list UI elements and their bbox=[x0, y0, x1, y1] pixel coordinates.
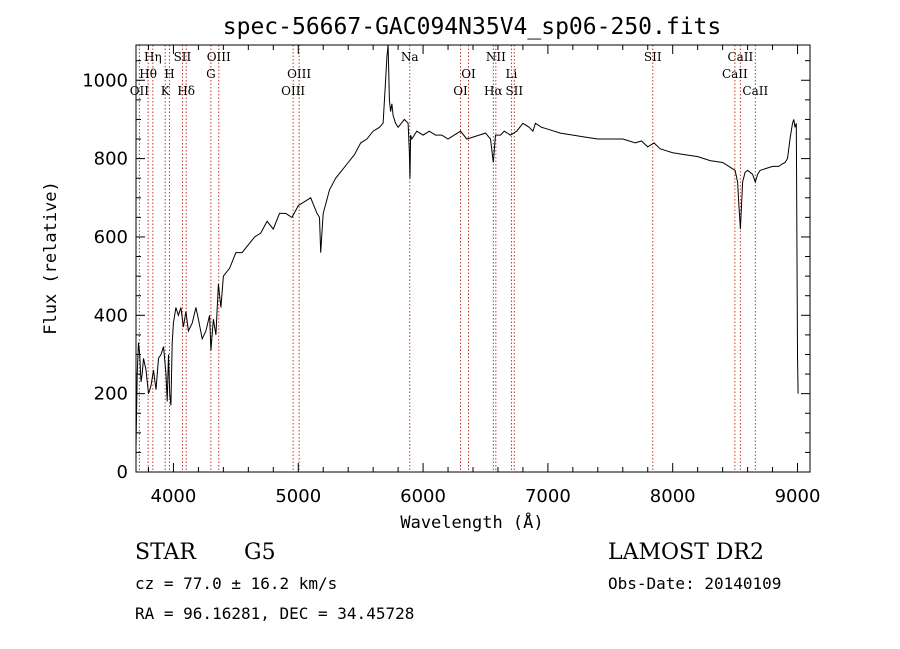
x-tick-label: 7000 bbox=[525, 486, 571, 507]
line-marker-label: OIII bbox=[287, 67, 311, 81]
redshift-velocity: cz = 77.0 ± 16.2 km/s bbox=[135, 574, 338, 593]
x-tick-label: 6000 bbox=[400, 486, 446, 507]
x-tick-label: 5000 bbox=[275, 486, 321, 507]
line-marker-label: Na bbox=[401, 50, 419, 64]
line-marker-label: H bbox=[164, 67, 174, 81]
line-marker-label: OI bbox=[461, 67, 476, 81]
line-marker-label: Li bbox=[506, 67, 518, 81]
coordinates: RA = 96.16281, DEC = 34.45728 bbox=[135, 604, 415, 623]
line-marker-label: CaII bbox=[722, 67, 748, 81]
y-tick-label: 0 bbox=[117, 462, 128, 483]
object-subclass: G5 bbox=[244, 540, 276, 565]
y-tick-label: 800 bbox=[94, 149, 128, 170]
line-marker-label: Hη bbox=[144, 50, 162, 64]
observation-date: Obs-Date: 20140109 bbox=[608, 574, 782, 593]
x-tick-label: 9000 bbox=[775, 486, 821, 507]
line-marker-label: Hα bbox=[484, 84, 503, 98]
line-marker-label: Hδ bbox=[177, 84, 195, 98]
line-marker-label: SII bbox=[505, 84, 523, 98]
line-marker-label: CaII bbox=[727, 50, 753, 64]
line-marker-label: OIII bbox=[281, 84, 305, 98]
line-marker-label: OI bbox=[453, 84, 468, 98]
line-marker-label: NII bbox=[486, 50, 506, 64]
spectrum-line bbox=[135, 44, 799, 449]
axis-ticks: 4000 5000 6000 7000 8000 9000 0 200 400 600 800 100… bbox=[82, 45, 820, 507]
line-marker-label: CaII bbox=[742, 84, 768, 98]
object-class: STAR bbox=[135, 540, 196, 565]
x-tick-label: 8000 bbox=[650, 486, 696, 507]
x-axis-label: Wavelength (Å) bbox=[400, 511, 543, 533]
plot-frame bbox=[135, 44, 811, 473]
y-tick-label: 1000 bbox=[82, 70, 128, 91]
line-marker-label: K bbox=[161, 84, 171, 98]
line-marker-label: SII bbox=[644, 50, 662, 64]
line-marker-label: OIII bbox=[207, 50, 231, 64]
line-marker-label: G bbox=[206, 67, 216, 81]
survey-name: LAMOST DR2 bbox=[608, 540, 764, 565]
y-tick-label: 400 bbox=[94, 305, 128, 326]
y-axis-label: Flux (relative) bbox=[41, 181, 61, 335]
line-marker-label: Hθ bbox=[139, 67, 157, 81]
y-tick-label: 200 bbox=[94, 384, 128, 405]
x-tick-label: 4000 bbox=[151, 486, 197, 507]
y-tick-label: 600 bbox=[94, 227, 128, 248]
line-marker-label: SII bbox=[174, 50, 192, 64]
chart-title: spec-56667-GAC094N35V4_sp06-250.fits bbox=[223, 14, 722, 40]
line-marker-label: OII bbox=[130, 84, 150, 98]
